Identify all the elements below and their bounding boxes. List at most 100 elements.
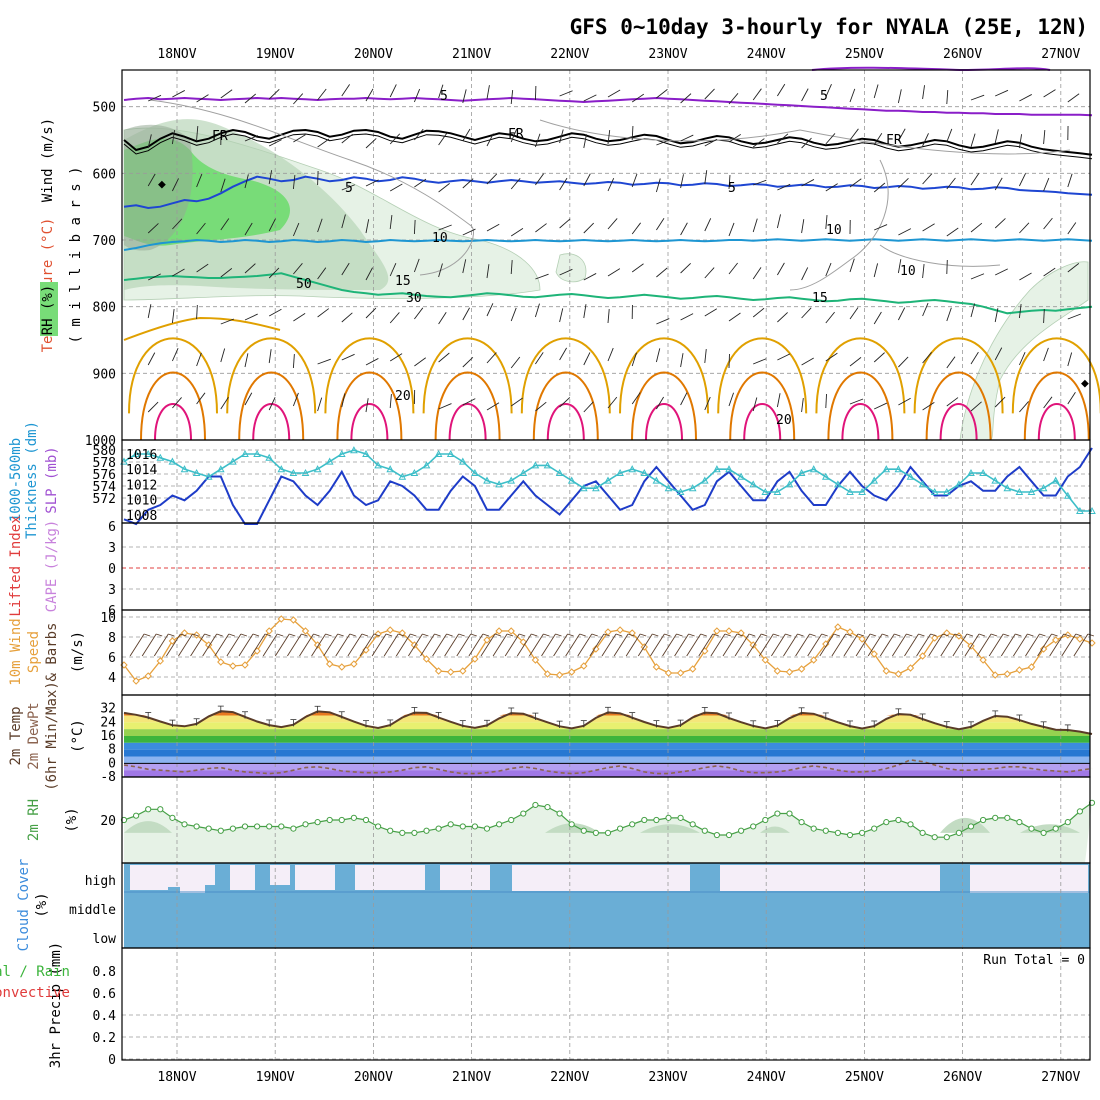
rh2m-marker bbox=[810, 825, 817, 832]
rh2m-marker bbox=[1064, 819, 1071, 826]
wind10-barb-flag bbox=[1051, 633, 1058, 637]
wind10-barb bbox=[202, 633, 218, 657]
isotherm-label: 5 bbox=[728, 181, 736, 196]
wind10-marker bbox=[555, 671, 564, 679]
wind10-barb bbox=[323, 633, 339, 657]
rh2m-marker bbox=[326, 816, 333, 824]
wind-barb bbox=[1019, 272, 1032, 281]
wind-barb bbox=[777, 133, 789, 144]
wind-barb bbox=[510, 356, 521, 369]
wind-barb bbox=[365, 88, 374, 102]
wind-barb bbox=[510, 177, 521, 190]
thickness-axis-label-2: Thickness (dm) bbox=[24, 421, 40, 539]
wind10-barb bbox=[819, 633, 835, 657]
wind-barb bbox=[171, 309, 175, 324]
slp-marker bbox=[156, 453, 165, 461]
wind-barb bbox=[244, 174, 249, 189]
rh2m-marker bbox=[399, 829, 406, 837]
wind10-barb-flag bbox=[857, 633, 865, 637]
wind10-barb-flag bbox=[978, 633, 986, 637]
thickness-tick: 574 bbox=[93, 480, 117, 495]
isotherm-25c-loop bbox=[729, 371, 796, 441]
wind10-barb bbox=[1061, 633, 1077, 657]
wind-barb bbox=[462, 128, 471, 142]
wind10-barb bbox=[262, 633, 278, 657]
wind-barb bbox=[777, 262, 785, 276]
wind-barb bbox=[1019, 222, 1030, 234]
day-label-bottom: 21NOV bbox=[452, 1070, 491, 1085]
wind-barb bbox=[438, 84, 444, 99]
wind-barb bbox=[753, 358, 767, 365]
wind-barb bbox=[559, 397, 571, 408]
day-label-top: 21NOV bbox=[452, 47, 491, 62]
day-label-top: 23NOV bbox=[648, 47, 687, 62]
wind-barb bbox=[898, 128, 906, 142]
wind-barb bbox=[1067, 173, 1073, 188]
wind-barb bbox=[994, 396, 1006, 408]
wind10-marker bbox=[531, 656, 540, 664]
wind10-marker bbox=[870, 650, 878, 658]
cape-axis-label: CAPE (J/kg) bbox=[44, 520, 60, 613]
slp-marker bbox=[942, 487, 951, 495]
rh2m-marker bbox=[133, 812, 140, 819]
isotherm-20c-loop bbox=[422, 337, 513, 414]
slp-marker bbox=[579, 484, 588, 492]
wind10-marker bbox=[676, 669, 685, 677]
wind-barb bbox=[825, 262, 832, 277]
day-label-top: 20NOV bbox=[354, 47, 393, 62]
wind10-marker bbox=[882, 667, 891, 675]
wind-barb bbox=[341, 214, 346, 229]
wind10-barb bbox=[178, 633, 193, 657]
isotherm-20c-loop bbox=[717, 337, 808, 414]
wind-barb bbox=[825, 84, 832, 98]
rh2m-marker bbox=[520, 810, 527, 817]
slp-marker bbox=[761, 487, 770, 495]
wind-barb bbox=[873, 133, 883, 146]
wind10-barb-flag bbox=[168, 633, 175, 637]
wind10-barb bbox=[274, 633, 290, 657]
wind-barb bbox=[389, 394, 392, 409]
slp-tick: 1010 bbox=[126, 494, 157, 509]
wind-barb bbox=[825, 311, 835, 324]
wind-barb bbox=[655, 348, 661, 363]
wind10-barb-flag bbox=[603, 633, 611, 637]
wind-barb bbox=[922, 302, 929, 317]
pressure-tick: 800 bbox=[93, 301, 116, 316]
wind-barb bbox=[752, 307, 765, 318]
rh2m-units-label: (%) bbox=[64, 807, 80, 832]
slp-marker bbox=[1051, 476, 1060, 484]
wind-barb bbox=[438, 403, 452, 410]
wind-barb bbox=[389, 215, 393, 230]
temp-band-4 bbox=[124, 729, 1090, 736]
wind10-barb bbox=[577, 633, 593, 657]
wind10-barb bbox=[250, 633, 266, 657]
slp-marker bbox=[846, 487, 854, 495]
rh2m-marker bbox=[205, 825, 212, 832]
wind10-barb-flag bbox=[724, 633, 732, 637]
wind10-barb bbox=[637, 633, 653, 657]
wind-barb bbox=[559, 347, 567, 361]
wind10-marker bbox=[168, 637, 177, 645]
wind10-marker bbox=[979, 656, 987, 664]
isotherm-line bbox=[123, 272, 1093, 315]
wind-barb bbox=[268, 218, 276, 232]
wind-barb bbox=[970, 273, 985, 280]
wind-barb bbox=[559, 268, 573, 276]
slp-marker bbox=[192, 468, 201, 476]
wind-barb bbox=[486, 303, 494, 317]
wind-barb bbox=[607, 130, 611, 145]
wind10-barb-flag bbox=[748, 633, 756, 637]
wind-barb bbox=[341, 312, 353, 323]
wind10-barb bbox=[141, 633, 157, 657]
slp-marker bbox=[398, 472, 407, 480]
wind-barb bbox=[171, 178, 179, 192]
wind-barb bbox=[559, 308, 564, 323]
slp-marker bbox=[725, 465, 733, 473]
wind-barb bbox=[341, 393, 346, 408]
slp-marker bbox=[519, 468, 528, 476]
isotherm-25c-loop bbox=[1023, 371, 1090, 441]
wind10-marker bbox=[459, 667, 467, 675]
slp-marker bbox=[422, 461, 431, 469]
wind10-marker bbox=[616, 626, 624, 634]
wind-barb bbox=[510, 128, 518, 143]
